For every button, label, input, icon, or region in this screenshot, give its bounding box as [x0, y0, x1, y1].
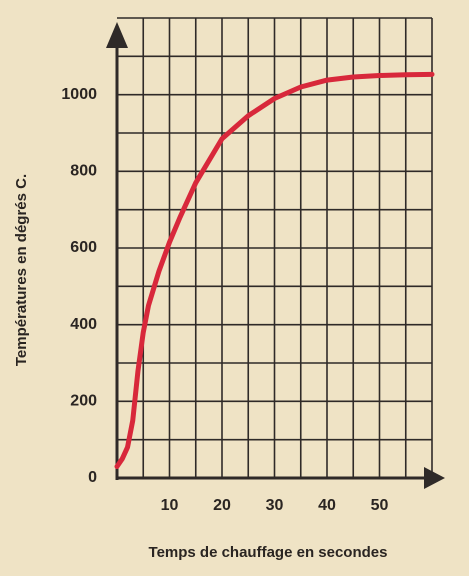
y-tick-label: 200	[70, 393, 97, 410]
y-tick-label: 400	[70, 316, 97, 333]
x-tick-label: 10	[161, 497, 179, 514]
temperature-curve	[114, 71, 435, 469]
x-tick-label: 30	[266, 497, 284, 514]
x-tick-label: 50	[371, 497, 389, 514]
y-tick-label: 1000	[61, 86, 97, 103]
x-axis-arrow	[424, 467, 445, 489]
y-tick-label: 600	[70, 239, 97, 256]
x-tick-label: 40	[318, 497, 336, 514]
x-tick-label: 20	[213, 497, 231, 514]
y-tick-label: 0	[88, 469, 97, 486]
x-axis-label: Temps de chauffage en secondes	[149, 544, 388, 561]
y-axis-label: Températures en dégrés C.	[13, 174, 30, 366]
y-tick-label: 800	[70, 163, 97, 180]
y-axis-arrow	[106, 22, 128, 48]
